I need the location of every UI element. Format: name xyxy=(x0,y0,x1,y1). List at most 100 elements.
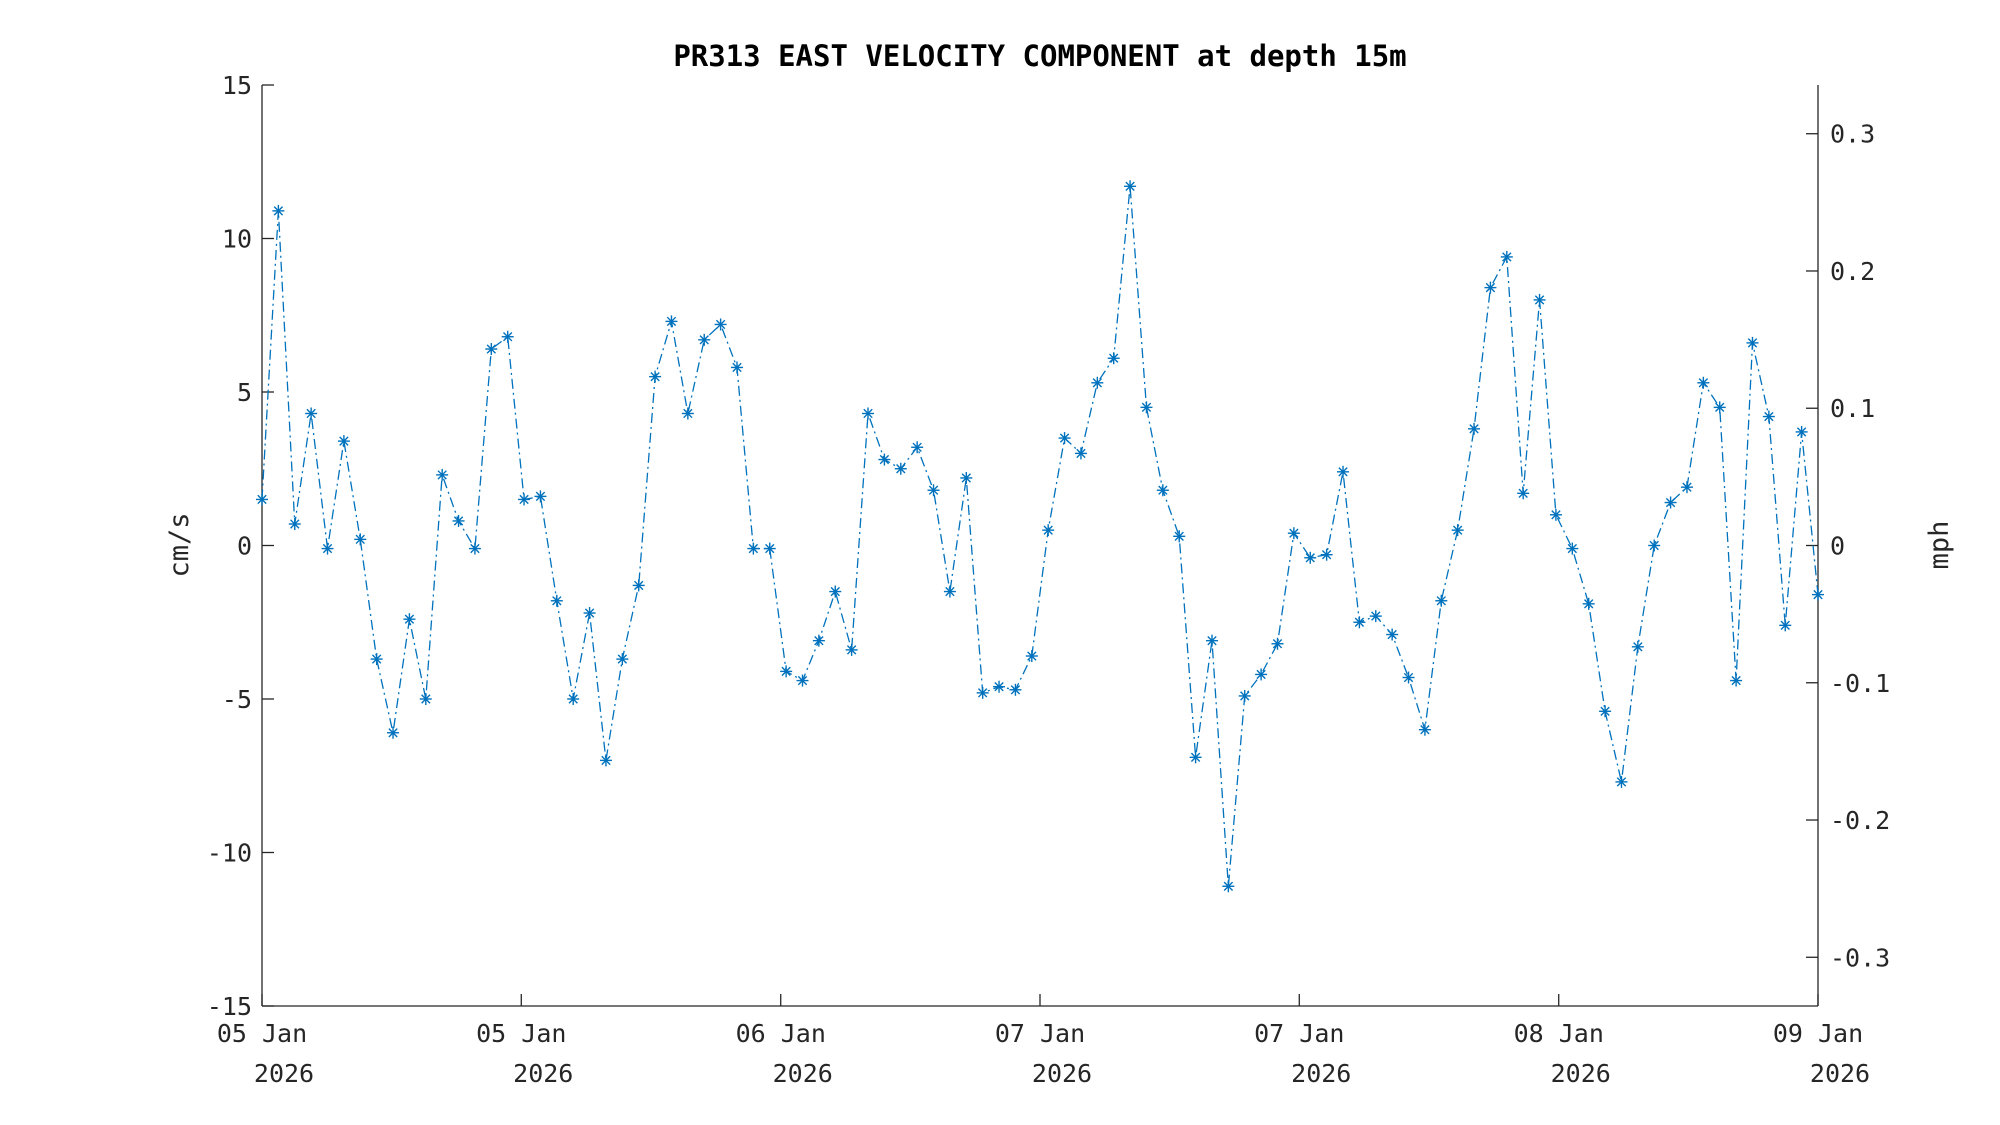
data-point-marker xyxy=(1468,422,1481,435)
x-tick-label-year: 2026 xyxy=(1032,1059,1092,1088)
data-point-marker xyxy=(1173,530,1186,543)
y-tick-label-left: 0 xyxy=(237,532,252,561)
data-point-marker xyxy=(960,471,973,484)
data-point-marker xyxy=(1369,610,1382,623)
data-point-marker xyxy=(1549,508,1562,521)
data-point-marker xyxy=(1271,637,1284,650)
data-point-marker xyxy=(1140,401,1153,414)
series-line xyxy=(261,186,1819,887)
data-point-marker xyxy=(1124,180,1137,193)
data-point-marker xyxy=(321,542,334,555)
y-tick-label-left: -15 xyxy=(207,992,252,1021)
data-point-marker xyxy=(599,754,612,767)
y-tick-label-left: 10 xyxy=(222,225,252,254)
y-tick-label-right: -0.3 xyxy=(1830,943,1890,972)
data-point-marker xyxy=(1664,496,1677,509)
y-tick-label-left: 5 xyxy=(237,378,252,407)
data-point-marker xyxy=(1582,597,1595,610)
data-point-marker xyxy=(419,693,432,705)
data-point-marker xyxy=(681,407,694,420)
x-tick-label-year: 2026 xyxy=(1810,1059,1870,1088)
data-point-marker xyxy=(616,653,629,666)
data-point-marker xyxy=(387,726,400,739)
y-tick-label-right: -0.1 xyxy=(1830,669,1890,698)
y-tick-label-right: 0 xyxy=(1830,532,1845,561)
data-point-marker xyxy=(354,533,367,546)
data-point-marker xyxy=(436,468,449,481)
data-point-marker xyxy=(288,518,301,531)
data-point-marker xyxy=(747,542,760,555)
data-point-marker xyxy=(894,462,907,475)
data-point-marker xyxy=(1680,481,1693,494)
data-point-marker xyxy=(698,333,711,346)
data-point-marker xyxy=(862,407,875,420)
x-tick-label-year: 2026 xyxy=(1291,1059,1351,1088)
data-point-marker xyxy=(1320,548,1333,561)
x-tick-label-year: 2026 xyxy=(254,1059,314,1088)
data-point-marker xyxy=(1500,250,1513,263)
data-point-marker xyxy=(911,441,924,454)
y-axis-label-right: mph xyxy=(1924,521,1955,570)
data-point-marker xyxy=(337,435,350,448)
data-point-marker xyxy=(1697,376,1710,389)
data-point-marker xyxy=(518,493,531,506)
data-point-marker xyxy=(403,613,416,626)
data-point-marker xyxy=(1042,524,1055,537)
data-point-marker xyxy=(796,674,809,687)
data-point-marker xyxy=(1205,634,1218,647)
x-tick-label-day: 07 Jan xyxy=(1254,1019,1344,1048)
data-point-marker xyxy=(1287,527,1300,540)
data-point-marker xyxy=(1533,293,1546,306)
y-tick-label-right: 0.1 xyxy=(1830,394,1875,423)
data-point-marker xyxy=(1107,352,1120,365)
data-point-marker xyxy=(878,453,891,466)
y-tick-label-left: -5 xyxy=(222,685,252,714)
data-point-marker xyxy=(1795,425,1808,438)
data-point-marker xyxy=(1631,640,1644,653)
data-point-marker xyxy=(829,585,842,598)
x-tick-label-year: 2026 xyxy=(773,1059,833,1088)
data-point-marker xyxy=(993,680,1006,693)
data-point-marker xyxy=(780,665,793,678)
data-point-marker xyxy=(1418,723,1431,736)
data-point-marker xyxy=(370,653,383,666)
data-point-marker xyxy=(1746,336,1759,349)
data-point-marker xyxy=(1812,588,1824,601)
data-point-marker xyxy=(665,315,678,328)
data-point-marker xyxy=(1074,447,1087,460)
chart-title: PR313 EAST VELOCITY COMPONENT at depth 1… xyxy=(673,39,1406,73)
data-point-marker xyxy=(714,318,727,331)
x-tick-label-year: 2026 xyxy=(513,1059,573,1088)
data-point-marker xyxy=(976,686,989,699)
data-point-marker xyxy=(272,204,285,217)
data-point-marker xyxy=(1189,751,1202,764)
data-point-marker xyxy=(1255,668,1268,681)
data-point-marker xyxy=(485,343,498,356)
data-point-marker xyxy=(1779,619,1792,632)
data-point-marker xyxy=(632,579,645,592)
data-point-marker xyxy=(1337,465,1350,478)
data-point-marker xyxy=(567,693,580,705)
data-point-marker xyxy=(927,484,940,497)
y-axis-label-left: cm/s xyxy=(164,512,195,577)
data-point-marker xyxy=(1304,551,1317,564)
y-tick-label-left: -10 xyxy=(207,839,252,868)
x-tick-label-day: 05 Jan xyxy=(217,1019,307,1048)
data-point-marker xyxy=(1615,775,1628,788)
x-tick-label-day: 05 Jan xyxy=(476,1019,566,1048)
data-point-marker xyxy=(1238,689,1251,702)
y-tick-label-right: 0.2 xyxy=(1830,257,1875,286)
data-point-marker xyxy=(1386,628,1399,641)
data-point-marker xyxy=(1025,650,1038,663)
data-point-marker xyxy=(1091,376,1104,389)
data-point-marker xyxy=(501,330,514,343)
data-point-marker xyxy=(1517,487,1530,500)
data-point-marker xyxy=(583,607,596,620)
data-point-marker xyxy=(1762,410,1775,423)
y-tick-label-right: -0.2 xyxy=(1830,806,1890,835)
data-point-marker xyxy=(649,370,662,383)
data-point-marker xyxy=(730,361,743,374)
data-point-marker xyxy=(1156,484,1169,497)
data-point-marker xyxy=(1058,432,1071,445)
